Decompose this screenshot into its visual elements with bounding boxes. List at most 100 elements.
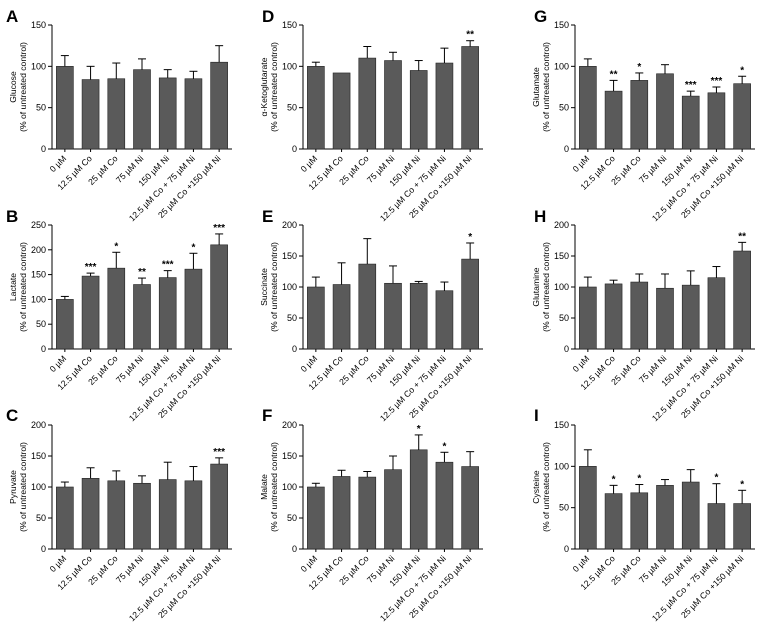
chart-panel-i: I Cysteine (% of untreated control) 0 50 100 1… <box>531 406 755 623</box>
chart-panel-c: C Pyruvate (% of untreated control) 0 50 100 1… <box>6 406 232 623</box>
bar <box>733 250 751 350</box>
y-tick-label: 150 <box>554 20 569 30</box>
y-tick-label: 50 <box>287 313 297 323</box>
y-tick-label: 100 <box>282 61 297 71</box>
bar <box>307 286 325 350</box>
bar <box>81 478 100 550</box>
y-tick-label: 200 <box>282 220 297 230</box>
bar <box>133 69 151 150</box>
chart-panel-h: H Glutamine (% of untreated control) 0 50 100… <box>531 207 755 423</box>
y-axis-label: Succinate <box>259 268 269 306</box>
y-tick-label: 50 <box>36 319 46 329</box>
y-axis-sublabel: (% of untreated control) <box>541 442 551 532</box>
bar <box>107 78 126 150</box>
x-tick-label: 0 µM <box>299 153 320 174</box>
y-tick-label: 200 <box>554 220 569 230</box>
y-tick-label: 150 <box>554 420 569 430</box>
bar <box>332 284 351 350</box>
x-tick-label: 0 µM <box>48 353 69 374</box>
bar <box>579 66 597 150</box>
bar <box>656 287 674 350</box>
bar <box>107 480 126 550</box>
y-tick-label: 50 <box>36 103 46 113</box>
bar <box>707 503 726 550</box>
bar <box>409 70 428 150</box>
y-tick-label: 150 <box>282 451 297 461</box>
significance-label: * <box>417 424 421 435</box>
y-axis-label: Glucose <box>8 71 18 103</box>
y-axis-label: Cysteine <box>531 470 541 504</box>
y-axis-sublabel: (% of untreated control) <box>269 442 279 532</box>
y-tick-label: 0 <box>41 144 46 154</box>
significance-label: ** <box>466 30 474 41</box>
x-tick-label: 0 µM <box>571 553 592 574</box>
y-tick-label: 100 <box>31 61 46 71</box>
panel-letter: D <box>262 7 274 26</box>
bar <box>133 284 151 350</box>
bar <box>133 482 151 550</box>
y-axis-sublabel: (% of untreated control) <box>18 42 28 132</box>
bar <box>184 480 203 550</box>
y-axis-label: Malate <box>259 474 269 500</box>
bar <box>604 493 623 550</box>
significance-label: *** <box>213 447 225 458</box>
y-tick-label: 150 <box>31 270 46 280</box>
y-tick-label: 100 <box>282 482 297 492</box>
bar <box>733 503 751 550</box>
y-tick-label: 200 <box>31 245 46 255</box>
panel-letter: F <box>262 406 272 425</box>
bar <box>184 268 203 350</box>
bar <box>630 80 649 150</box>
bar <box>210 463 228 550</box>
bar <box>384 60 402 150</box>
y-tick-label: 150 <box>282 20 297 30</box>
significance-label: *** <box>85 262 97 273</box>
y-axis-sublabel: (% of untreated control) <box>269 42 279 132</box>
y-tick-label: 50 <box>559 103 569 113</box>
y-tick-label: 100 <box>31 294 46 304</box>
bar <box>435 62 454 150</box>
y-tick-label: 50 <box>559 503 569 513</box>
y-tick-label: 50 <box>36 513 46 523</box>
bar <box>210 61 228 150</box>
significance-label: ** <box>138 267 146 278</box>
significance-label: * <box>740 479 744 490</box>
panel-letter: I <box>534 406 539 425</box>
bar <box>107 267 126 350</box>
x-tick-label: 0 µM <box>571 353 592 374</box>
y-tick-label: 50 <box>287 103 297 113</box>
bar <box>579 286 597 350</box>
x-tick-label: 0 µM <box>571 153 592 174</box>
y-axis-sublabel: (% of untreated control) <box>18 442 28 532</box>
bar <box>56 486 74 550</box>
panel-letter: E <box>262 207 273 226</box>
bar <box>158 77 177 150</box>
significance-label: * <box>468 232 472 243</box>
chart-panel-b: B Lactate (% of untreated control) 0 50 100 15… <box>6 207 232 423</box>
bar <box>307 486 325 550</box>
y-tick-label: 100 <box>554 61 569 71</box>
bar <box>461 258 479 350</box>
bar <box>656 73 674 150</box>
panel-letter: G <box>534 7 547 26</box>
bar <box>158 479 177 550</box>
y-tick-label: 100 <box>554 282 569 292</box>
bar <box>307 66 325 150</box>
bar <box>579 466 597 550</box>
y-tick-label: 0 <box>564 144 569 154</box>
bar <box>358 263 377 350</box>
bar <box>158 277 177 350</box>
y-tick-label: 150 <box>554 251 569 261</box>
bar <box>384 469 402 550</box>
y-tick-label: 0 <box>292 144 297 154</box>
significance-label: * <box>740 65 744 76</box>
bar <box>435 290 454 350</box>
y-axis-label: Lactate <box>8 273 18 301</box>
bar <box>604 90 623 150</box>
y-axis-sublabel: (% of untreated control) <box>18 242 28 332</box>
bar <box>630 281 649 350</box>
y-tick-label: 150 <box>31 20 46 30</box>
significance-label: *** <box>213 223 225 234</box>
y-tick-label: 0 <box>41 544 46 554</box>
